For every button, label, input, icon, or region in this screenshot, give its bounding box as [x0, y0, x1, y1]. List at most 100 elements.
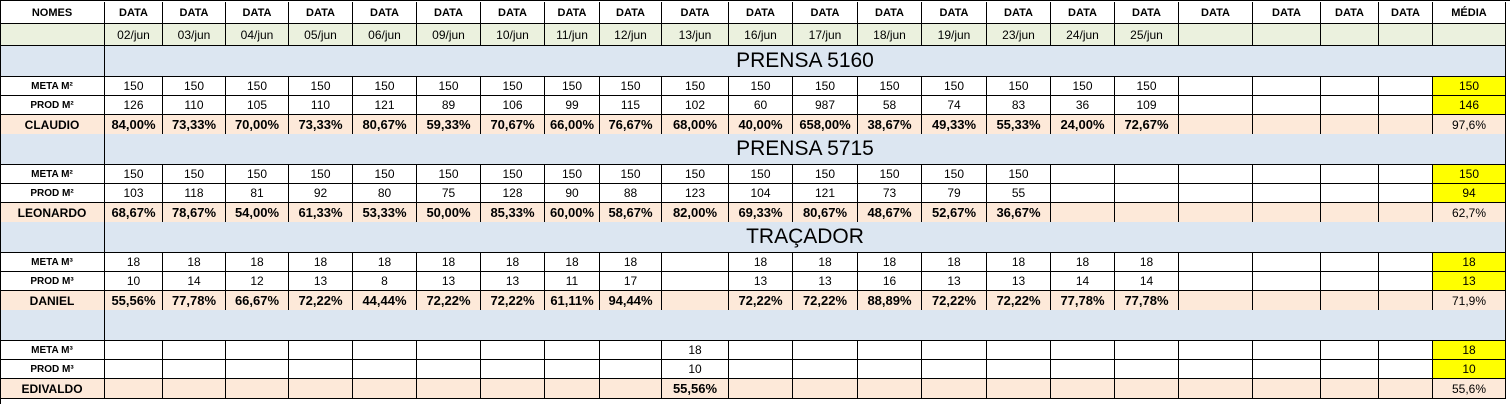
percentage-cell[interactable] [1179, 291, 1253, 311]
meta-value-cell[interactable] [1379, 341, 1433, 360]
date-cell[interactable]: 23/jun [987, 24, 1051, 46]
prod-value-cell[interactable] [1051, 184, 1115, 203]
meta-value-cell[interactable]: 150 [1115, 77, 1179, 96]
prod-value-cell[interactable]: 79 [922, 184, 987, 203]
prod-value-cell[interactable]: 121 [353, 96, 417, 115]
prod-value-cell[interactable]: 74 [922, 96, 987, 115]
prod-value-cell[interactable]: 115 [600, 96, 662, 115]
average-percentage-cell[interactable]: 62,7% [1433, 203, 1506, 223]
prod-value-cell[interactable]: 89 [417, 96, 481, 115]
percentage-cell[interactable] [1179, 115, 1253, 135]
meta-value-cell[interactable] [353, 341, 417, 360]
percentage-cell[interactable] [105, 379, 163, 399]
percentage-cell[interactable] [1253, 291, 1321, 311]
percentage-cell[interactable]: 73,33% [289, 115, 353, 135]
average-prod-cell[interactable]: 146 [1433, 96, 1506, 115]
prod-value-cell[interactable]: 55 [987, 184, 1051, 203]
meta-value-cell[interactable] [545, 341, 600, 360]
meta-value-cell[interactable]: 150 [163, 165, 226, 184]
date-cell[interactable]: 06/jun [353, 24, 417, 46]
average-percentage-cell[interactable]: 71,9% [1433, 291, 1506, 311]
prod-value-cell[interactable]: 14 [163, 272, 226, 291]
meta-value-cell[interactable] [226, 341, 289, 360]
prod-value-cell[interactable]: 121 [793, 184, 858, 203]
percentage-cell[interactable]: 72,67% [1115, 115, 1179, 135]
percentage-cell[interactable]: 53,33% [353, 203, 417, 223]
prod-value-cell[interactable]: 14 [1115, 272, 1179, 291]
meta-value-cell[interactable]: 150 [858, 77, 922, 96]
percentage-cell[interactable]: 94,44% [600, 291, 662, 311]
average-meta-cell[interactable]: 150 [1433, 165, 1506, 184]
meta-value-cell[interactable]: 18 [1051, 253, 1115, 272]
meta-value-cell[interactable]: 18 [417, 253, 481, 272]
prod-value-cell[interactable] [481, 360, 545, 379]
meta-value-cell[interactable] [1379, 253, 1433, 272]
percentage-cell[interactable]: 72,22% [922, 291, 987, 311]
date-cell[interactable] [1179, 24, 1253, 46]
percentage-cell[interactable] [1051, 379, 1115, 399]
percentage-cell[interactable]: 69,33% [729, 203, 793, 223]
prod-value-cell[interactable] [1379, 272, 1433, 291]
percentage-cell[interactable]: 55,33% [987, 115, 1051, 135]
meta-value-cell[interactable]: 150 [858, 165, 922, 184]
meta-value-cell[interactable] [922, 341, 987, 360]
percentage-cell[interactable]: 77,78% [1115, 291, 1179, 311]
date-cell[interactable]: 05/jun [289, 24, 353, 46]
prod-value-cell[interactable]: 110 [289, 96, 353, 115]
prod-value-cell[interactable] [545, 360, 600, 379]
percentage-cell[interactable]: 72,22% [793, 291, 858, 311]
meta-value-cell[interactable]: 18 [600, 253, 662, 272]
meta-value-cell[interactable] [1179, 341, 1253, 360]
percentage-cell[interactable]: 84,00% [105, 115, 163, 135]
prod-value-cell[interactable] [1321, 96, 1379, 115]
percentage-cell[interactable]: 72,22% [481, 291, 545, 311]
prod-value-cell[interactable] [1253, 360, 1321, 379]
prod-value-cell[interactable]: 105 [226, 96, 289, 115]
percentage-cell[interactable]: 36,67% [987, 203, 1051, 223]
meta-value-cell[interactable] [662, 253, 729, 272]
meta-value-cell[interactable] [793, 341, 858, 360]
percentage-cell[interactable]: 52,67% [922, 203, 987, 223]
prod-value-cell[interactable] [1253, 184, 1321, 203]
percentage-cell[interactable] [1179, 203, 1253, 223]
meta-value-cell[interactable] [1253, 165, 1321, 184]
prod-value-cell[interactable] [1051, 360, 1115, 379]
prod-value-cell[interactable] [793, 360, 858, 379]
meta-value-cell[interactable]: 18 [353, 253, 417, 272]
percentage-cell[interactable]: 77,78% [1051, 291, 1115, 311]
prod-value-cell[interactable]: 10 [105, 272, 163, 291]
meta-value-cell[interactable] [1115, 165, 1179, 184]
prod-value-cell[interactable]: 12 [226, 272, 289, 291]
percentage-cell[interactable] [858, 379, 922, 399]
meta-value-cell[interactable] [1179, 165, 1253, 184]
meta-value-cell[interactable] [1051, 165, 1115, 184]
prod-value-cell[interactable] [417, 360, 481, 379]
date-cell[interactable]: 16/jun [729, 24, 793, 46]
prod-value-cell[interactable]: 128 [481, 184, 545, 203]
percentage-cell[interactable] [1321, 203, 1379, 223]
prod-value-cell[interactable]: 99 [545, 96, 600, 115]
average-prod-cell[interactable]: 10 [1433, 360, 1506, 379]
percentage-cell[interactable]: 58,67% [600, 203, 662, 223]
percentage-cell[interactable] [1253, 379, 1321, 399]
meta-value-cell[interactable]: 150 [353, 77, 417, 96]
percentage-cell[interactable]: 80,67% [353, 115, 417, 135]
date-cell[interactable]: 13/jun [662, 24, 729, 46]
percentage-cell[interactable] [163, 379, 226, 399]
prod-value-cell[interactable] [163, 360, 226, 379]
percentage-cell[interactable] [417, 379, 481, 399]
prod-value-cell[interactable]: 13 [481, 272, 545, 291]
meta-value-cell[interactable]: 150 [289, 165, 353, 184]
meta-value-cell[interactable]: 150 [987, 165, 1051, 184]
percentage-cell[interactable] [1379, 115, 1433, 135]
percentage-cell[interactable]: 61,33% [289, 203, 353, 223]
prod-value-cell[interactable] [1179, 272, 1253, 291]
percentage-cell[interactable] [600, 379, 662, 399]
meta-value-cell[interactable]: 150 [163, 77, 226, 96]
average-percentage-cell[interactable]: 55,6% [1433, 379, 1506, 399]
prod-value-cell[interactable]: 75 [417, 184, 481, 203]
meta-value-cell[interactable] [1321, 77, 1379, 96]
percentage-cell[interactable]: 59,33% [417, 115, 481, 135]
prod-value-cell[interactable]: 83 [987, 96, 1051, 115]
average-prod-cell[interactable]: 13 [1433, 272, 1506, 291]
